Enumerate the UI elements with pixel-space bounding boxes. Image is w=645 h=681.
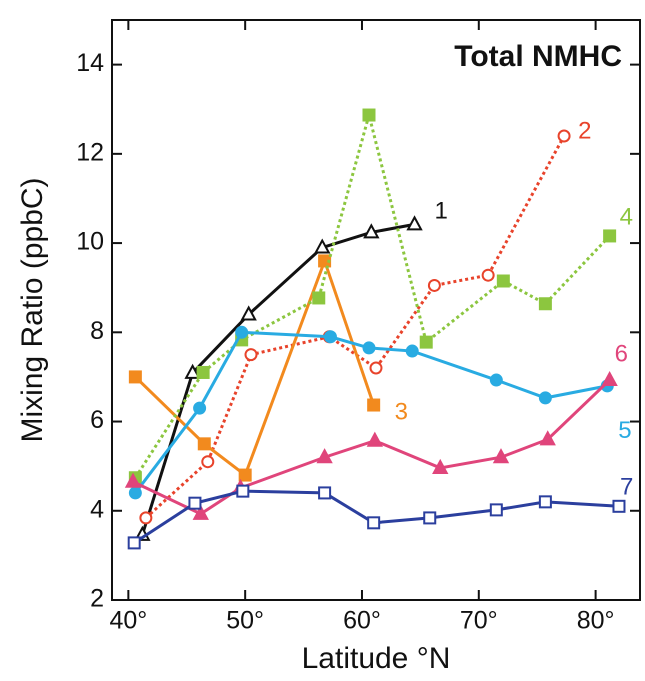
- point: [538, 297, 552, 311]
- point: [481, 268, 495, 282]
- series-label: 5: [618, 417, 631, 444]
- point: [496, 274, 510, 288]
- y-axis-label: Mixing Ratio (ppbC): [16, 177, 49, 442]
- point: [367, 398, 381, 412]
- series-label: 1: [435, 198, 448, 225]
- x-tick-label: 60°: [343, 607, 381, 635]
- point: [612, 499, 626, 513]
- point: [362, 108, 376, 122]
- series-line: [134, 330, 608, 494]
- point: [419, 335, 433, 349]
- point: [603, 229, 617, 243]
- point: [489, 373, 503, 387]
- x-tick-label: 70°: [460, 607, 498, 635]
- point: [316, 448, 333, 464]
- point: [406, 215, 423, 231]
- series-line: [144, 135, 566, 520]
- y-tick-label: 2: [90, 585, 104, 613]
- point: [367, 516, 381, 530]
- point: [201, 455, 215, 469]
- point: [124, 472, 142, 488]
- y-tick-label: 10: [76, 228, 104, 256]
- series-label: 3: [395, 398, 408, 425]
- series-label: 2: [578, 117, 591, 144]
- point: [362, 341, 376, 355]
- y-tick-label: 14: [76, 49, 104, 77]
- series-label: 6: [615, 340, 628, 367]
- point: [128, 486, 142, 500]
- point: [323, 330, 337, 344]
- point: [601, 370, 618, 387]
- point: [192, 504, 209, 520]
- point: [139, 511, 153, 525]
- series-line: [140, 222, 415, 536]
- point: [197, 437, 211, 451]
- point: [366, 431, 384, 447]
- point: [423, 511, 437, 525]
- point: [236, 484, 250, 498]
- chart-title: Total NMHC: [454, 40, 622, 73]
- y-tick-label: 8: [90, 317, 104, 345]
- point: [363, 223, 380, 239]
- series-line: [134, 109, 611, 479]
- point: [312, 291, 326, 305]
- point: [432, 458, 449, 474]
- y-tick-label: 4: [90, 495, 104, 523]
- point: [405, 344, 419, 358]
- point: [244, 348, 258, 362]
- x-tick-label: 50°: [226, 607, 264, 635]
- point: [318, 486, 332, 500]
- point: [193, 401, 207, 415]
- point: [240, 305, 257, 321]
- x-tick-label: 40°: [109, 607, 147, 635]
- point: [196, 365, 210, 379]
- point: [489, 503, 503, 517]
- point: [238, 468, 252, 482]
- point: [427, 278, 441, 292]
- x-tick-label: 80°: [577, 607, 615, 635]
- point: [128, 370, 142, 384]
- point: [557, 129, 571, 143]
- series-label: 7: [620, 474, 633, 501]
- point: [539, 430, 556, 446]
- point: [188, 496, 202, 510]
- point: [184, 363, 201, 379]
- point: [538, 391, 552, 405]
- y-tick-label: 12: [76, 138, 104, 166]
- point: [492, 448, 510, 464]
- plot-frame: [111, 19, 641, 601]
- y-tick-label: 6: [90, 406, 104, 434]
- point: [538, 495, 552, 509]
- point: [314, 238, 331, 254]
- point: [127, 536, 141, 550]
- series-label: 4: [620, 203, 633, 230]
- point: [369, 361, 383, 375]
- x-axis-label: Latitude °N: [302, 642, 451, 675]
- point: [235, 325, 249, 339]
